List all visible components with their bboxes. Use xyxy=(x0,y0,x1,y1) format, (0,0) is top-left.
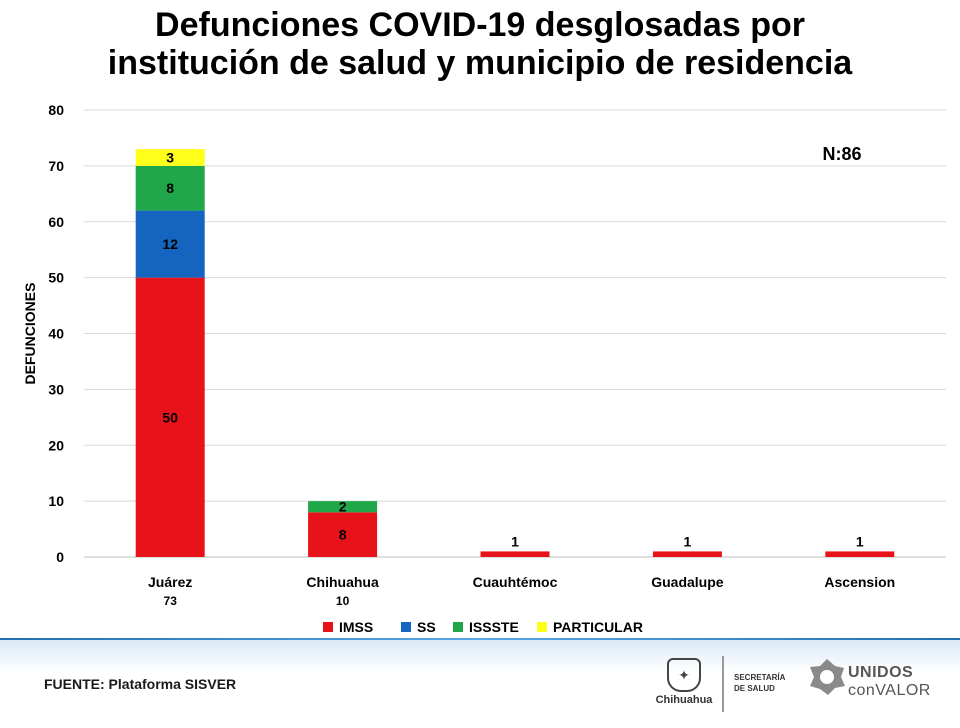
bar-segment-imss xyxy=(825,551,895,557)
x-category-label: Guadalupe xyxy=(651,574,724,590)
chart-title-line1: Defunciones COVID-19 desglosadas por xyxy=(155,6,805,44)
y-axis-label: DEFUNCIONES xyxy=(22,283,38,385)
legend-label-imss: IMSS xyxy=(339,619,373,635)
bar-segment-particular xyxy=(135,149,205,166)
unidos-con-valor-logo: UNIDOS conVALOR xyxy=(808,656,948,712)
bar-value-label: 1 xyxy=(856,533,864,549)
bar-segment-imss xyxy=(308,512,378,557)
legend-swatch-imss xyxy=(323,622,333,632)
legend-swatch-issste xyxy=(453,622,463,632)
legend-label-issste: ISSSTE xyxy=(469,619,519,635)
bar-segment-ss xyxy=(135,210,205,278)
y-tick-label: 80 xyxy=(48,102,64,118)
category-total-label: 73 xyxy=(164,594,178,608)
bar-segment-imss xyxy=(135,277,205,557)
bar-value-label: 2 xyxy=(339,499,347,515)
unidos-text: UNIDOS xyxy=(848,664,914,681)
bar-segment-imss xyxy=(480,551,550,557)
stacked-bar-chart: 01020304050607080DEFUNCIONES501283Juárez… xyxy=(22,102,946,635)
x-category-label: Ascension xyxy=(824,574,895,590)
secretaria-salud-logo: SECRETARÍA DE SALUD xyxy=(734,672,798,728)
legend-label-ss: SS xyxy=(417,619,436,635)
bar-value-label: 8 xyxy=(339,527,347,543)
logo-divider xyxy=(722,656,724,712)
y-tick-label: 50 xyxy=(48,270,64,286)
secretaria-line2: DE SALUD xyxy=(734,684,775,693)
source-note: FUENTE: Plataforma SISVER xyxy=(44,676,237,692)
con-valor-text: conVALOR xyxy=(848,682,931,699)
unidos-mark-icon xyxy=(810,659,845,695)
bar-value-label: 8 xyxy=(166,180,174,196)
chihuahua-logo-text: Chihuahua xyxy=(655,694,713,706)
secretaria-line1: SECRETARÍA xyxy=(734,673,786,682)
y-tick-label: 20 xyxy=(48,437,64,453)
bar-segment-imss xyxy=(652,551,722,557)
bar-value-label: 1 xyxy=(684,533,692,549)
x-category-label: Juárez xyxy=(148,574,192,590)
chihuahua-logo: ✦ Chihuahua xyxy=(652,656,716,712)
chart-title: Defunciones COVID-19 desglosadas por ins… xyxy=(0,6,960,82)
category-total-label: 10 xyxy=(336,594,350,608)
chart-title-line2: institución de salud y municipio de resi… xyxy=(107,44,853,82)
sample-size-annotation: N:86 xyxy=(822,144,861,164)
legend-swatch-particular xyxy=(537,622,547,632)
y-tick-label: 0 xyxy=(56,549,64,565)
x-category-label: Chihuahua xyxy=(306,574,379,590)
state-shield-icon: ✦ xyxy=(667,658,701,692)
y-tick-label: 30 xyxy=(48,381,64,397)
y-tick-label: 60 xyxy=(48,214,64,230)
bar-value-label: 12 xyxy=(162,236,178,252)
bar-value-label: 1 xyxy=(511,533,519,549)
bar-segment-issste xyxy=(308,501,378,513)
y-tick-label: 70 xyxy=(48,158,64,174)
footer-band xyxy=(0,640,960,720)
bar-value-label: 3 xyxy=(166,149,174,165)
legend-swatch-ss xyxy=(401,622,411,632)
y-tick-label: 10 xyxy=(48,493,64,509)
y-tick-label: 40 xyxy=(48,326,64,342)
bar-segment-issste xyxy=(135,165,205,211)
legend-label-particular: PARTICULAR xyxy=(553,619,643,635)
bar-value-label: 50 xyxy=(162,409,178,425)
x-category-label: Cuauhtémoc xyxy=(473,574,558,590)
